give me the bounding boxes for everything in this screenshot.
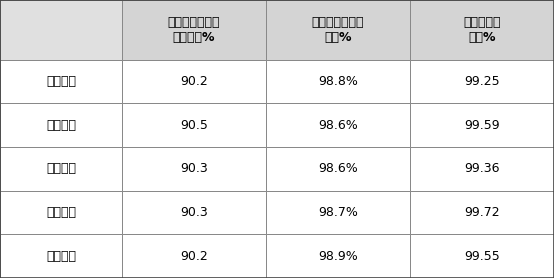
Bar (266, 103, 410, 147)
Bar (0, 147, 122, 191)
Bar (410, 0, 554, 60)
Text: 90.2: 90.2 (180, 75, 208, 88)
Bar (410, 191, 554, 234)
Text: 98.9%: 98.9% (318, 250, 358, 263)
Bar (410, 60, 554, 103)
Text: 99.55: 99.55 (464, 250, 500, 263)
Bar (122, 60, 266, 103)
Text: 98.6%: 98.6% (318, 119, 358, 132)
Bar (410, 234, 554, 278)
Text: 98.7%: 98.7% (318, 206, 358, 219)
Bar (0, 191, 122, 234)
Bar (122, 191, 266, 234)
Text: 98.8%: 98.8% (318, 75, 358, 88)
Bar (266, 147, 410, 191)
Bar (410, 147, 554, 191)
Bar (266, 60, 410, 103)
Text: 实施例三: 实施例三 (46, 162, 76, 175)
Text: 实施例四: 实施例四 (46, 206, 76, 219)
Bar (122, 147, 266, 191)
Text: 90.3: 90.3 (180, 162, 208, 175)
Text: 90.5: 90.5 (180, 119, 208, 132)
Bar (122, 103, 266, 147)
Text: 99.36: 99.36 (464, 162, 500, 175)
Text: 头孢地嗪酸粗品
纯度%: 头孢地嗪酸粗品 纯度% (312, 16, 364, 44)
Bar (0, 0, 122, 60)
Text: 99.25: 99.25 (464, 75, 500, 88)
Text: 实施例二: 实施例二 (46, 119, 76, 132)
Text: 98.6%: 98.6% (318, 162, 358, 175)
Text: 99.72: 99.72 (464, 206, 500, 219)
Bar (266, 234, 410, 278)
Bar (410, 103, 554, 147)
Bar (266, 191, 410, 234)
Bar (122, 0, 266, 60)
Bar (0, 234, 122, 278)
Text: 头孢地嗪酸粗品
摩尔收率%: 头孢地嗪酸粗品 摩尔收率% (168, 16, 220, 44)
Text: 实施例一: 实施例一 (46, 75, 76, 88)
Bar (0, 103, 122, 147)
Text: 头孢地喷销
纯度%: 头孢地喷销 纯度% (463, 16, 501, 44)
Text: 90.2: 90.2 (180, 250, 208, 263)
Bar (122, 234, 266, 278)
Bar (266, 0, 410, 60)
Text: 99.59: 99.59 (464, 119, 500, 132)
Text: 90.3: 90.3 (180, 206, 208, 219)
Text: 实施例五: 实施例五 (46, 250, 76, 263)
Bar (0, 60, 122, 103)
